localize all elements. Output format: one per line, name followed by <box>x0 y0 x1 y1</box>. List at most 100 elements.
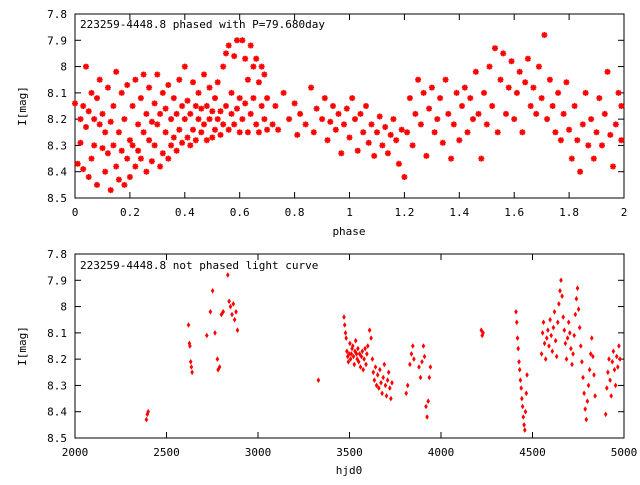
x-tick-label: 4000 <box>428 446 455 459</box>
data-point <box>551 324 556 331</box>
data-point <box>115 175 123 184</box>
x-axis-ticks: 0 0.2 0.4 0.6 0.8 1 1.2 1.4 1.6 1.8 2 <box>72 14 627 219</box>
data-point <box>164 154 173 163</box>
data-point <box>469 115 477 123</box>
data-point <box>547 343 551 349</box>
data-point <box>79 102 87 110</box>
data-point <box>449 120 458 129</box>
x-tick-label: 1 <box>346 206 353 219</box>
data-point <box>235 327 240 333</box>
data-point <box>145 83 153 92</box>
data-point <box>586 382 591 389</box>
data-point <box>560 293 564 299</box>
data-point <box>524 54 532 63</box>
data-point <box>230 52 238 60</box>
data-point <box>433 115 442 123</box>
data-point <box>436 94 444 102</box>
data-point <box>556 319 560 326</box>
data-point <box>192 136 200 144</box>
data-point <box>403 128 411 137</box>
data-point <box>331 125 340 134</box>
data-point <box>573 311 578 318</box>
data-point <box>93 181 101 189</box>
data-point <box>577 324 582 331</box>
data-point <box>524 390 529 397</box>
data-point <box>520 403 525 410</box>
data-point <box>518 128 527 137</box>
data-point <box>513 89 521 97</box>
data-point <box>244 128 252 137</box>
data-point <box>120 181 129 189</box>
data-point <box>219 120 227 129</box>
data-point <box>186 141 195 150</box>
data-point <box>316 377 321 383</box>
data-point <box>553 337 558 344</box>
x-tick-label: 1.8 <box>559 206 579 219</box>
data-point <box>414 75 422 84</box>
data-point <box>546 75 554 84</box>
data-point <box>353 337 358 344</box>
data-point <box>82 123 90 131</box>
data-point <box>115 128 123 137</box>
data-point <box>600 110 609 118</box>
data-point <box>375 112 384 121</box>
data-point <box>499 49 508 58</box>
data-point <box>400 173 409 181</box>
data-point <box>228 303 233 310</box>
data-point <box>405 382 410 389</box>
data-point <box>200 70 208 79</box>
data-point <box>128 102 137 110</box>
data-point <box>178 102 186 110</box>
data-point <box>424 403 428 410</box>
data-point <box>172 146 181 155</box>
data-point <box>342 322 347 328</box>
data-point <box>263 94 271 102</box>
data-point <box>150 99 159 108</box>
data-point <box>153 120 162 129</box>
data-point <box>181 115 189 123</box>
data-point <box>559 277 563 284</box>
data-point <box>145 136 153 144</box>
data-point <box>554 89 562 97</box>
y-tick-label: 8.1 <box>47 327 67 340</box>
data-point <box>170 94 178 102</box>
data-point <box>418 374 423 381</box>
data-point <box>576 306 581 312</box>
data-point <box>233 104 241 113</box>
data-point <box>224 41 233 50</box>
data-point <box>188 359 193 365</box>
data-point <box>205 115 214 123</box>
data-point <box>373 364 378 370</box>
data-point <box>249 94 258 102</box>
data-point <box>112 68 120 76</box>
data-point <box>568 330 572 336</box>
data-point <box>252 54 261 63</box>
data-point <box>293 131 302 139</box>
data-point <box>422 152 431 160</box>
data-point <box>567 154 576 163</box>
data-point <box>101 167 109 176</box>
data-point <box>583 406 587 412</box>
data-point <box>142 110 151 118</box>
x-axis-label: phase <box>332 225 365 238</box>
data-point <box>224 125 233 134</box>
data-point <box>213 330 217 336</box>
data-point <box>120 115 129 123</box>
data-point <box>541 319 546 326</box>
data-point <box>252 120 261 129</box>
data-point <box>128 141 137 150</box>
data-point <box>260 115 269 123</box>
data-point <box>584 141 593 150</box>
data-point <box>598 141 606 150</box>
data-point <box>337 149 346 158</box>
data-point <box>348 340 352 347</box>
data-point <box>366 343 370 349</box>
data-point <box>189 364 194 370</box>
data-point <box>255 128 263 137</box>
data-point <box>389 115 398 123</box>
data-point <box>285 115 293 123</box>
data-point <box>95 75 104 84</box>
data-point <box>460 83 469 92</box>
data-point <box>156 110 164 118</box>
y-axis-ticks: 7.8 7.9 8 8.1 8.2 8.3 8.4 8.5 <box>47 248 624 445</box>
